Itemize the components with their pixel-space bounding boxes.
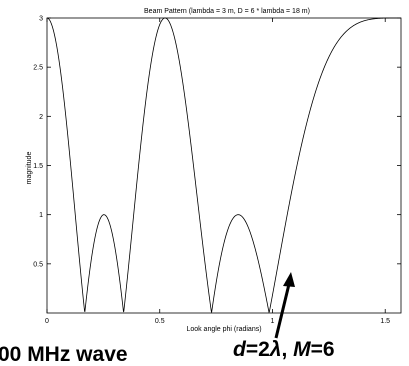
chart-title: Beam Pattern (lambda = 3 m, D = 6 * lamb… [144,8,310,15]
annotation-arrow [274,272,295,339]
beam-pattern-line [46,17,401,313]
caption-eq2: =6 [311,338,335,361]
caption-d: d [233,338,247,361]
array-parameters-caption: d=2λ, M=6 [233,338,335,361]
y-tick-label: 3 [39,16,43,23]
y-tick-label: 0.5 [33,261,43,268]
y-tick-label: 2 [39,114,43,121]
caption-lambda: λ [269,338,282,361]
plot-frame [46,17,402,314]
caption-sep: , [281,338,293,361]
x-tick-label: 0.5 [155,318,165,325]
y-axis-label: magnitude [26,152,33,185]
caption-partial-wave-text: 00 MHz wave [0,343,128,366]
x-tick-label: 0 [45,318,49,325]
y-tick-label: 1 [39,212,43,219]
y-axis-ticks: 0.5 1 1.5 2 2.5 3 [33,16,401,268]
x-axis-ticks: 0 0.5 1 1.5 [45,18,390,325]
caption-m: M [293,338,311,361]
x-tick-label: 1 [271,318,275,325]
x-axis-label: Look angle phi (radians) [186,326,261,333]
y-tick-label: 2.5 [33,65,43,72]
caption-eq1: =2 [246,338,270,361]
y-tick-label: 1.5 [33,163,43,170]
plot-area: 0 0.5 1 1.5 0.5 1 1.5 2 2.5 3 [33,16,402,325]
x-tick-label: 1.5 [380,318,390,325]
